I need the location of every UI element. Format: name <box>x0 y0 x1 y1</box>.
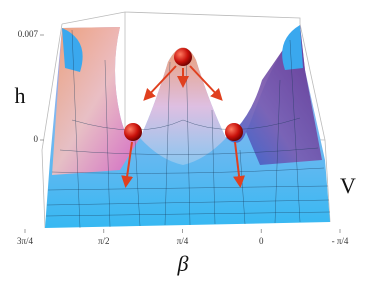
ball <box>174 48 192 66</box>
x-tick-label: - π/4 <box>332 236 349 246</box>
ball <box>225 123 243 141</box>
x-tick-label: π/4 <box>177 236 189 246</box>
ball <box>124 123 142 141</box>
surface <box>45 25 331 229</box>
z-tick-label: 0.007 <box>18 29 39 39</box>
arrows <box>121 65 246 188</box>
x-tick-label: π/2 <box>98 236 110 246</box>
balls <box>124 48 243 141</box>
x-tick-label: 0 <box>259 236 264 246</box>
z-tick-label: 0 <box>34 134 39 144</box>
x-tick-label: 3π/4 <box>17 236 34 246</box>
z-axis-label: h <box>15 83 26 108</box>
x-axis-label: β <box>177 251 189 276</box>
y-axis-label: V <box>340 173 356 198</box>
